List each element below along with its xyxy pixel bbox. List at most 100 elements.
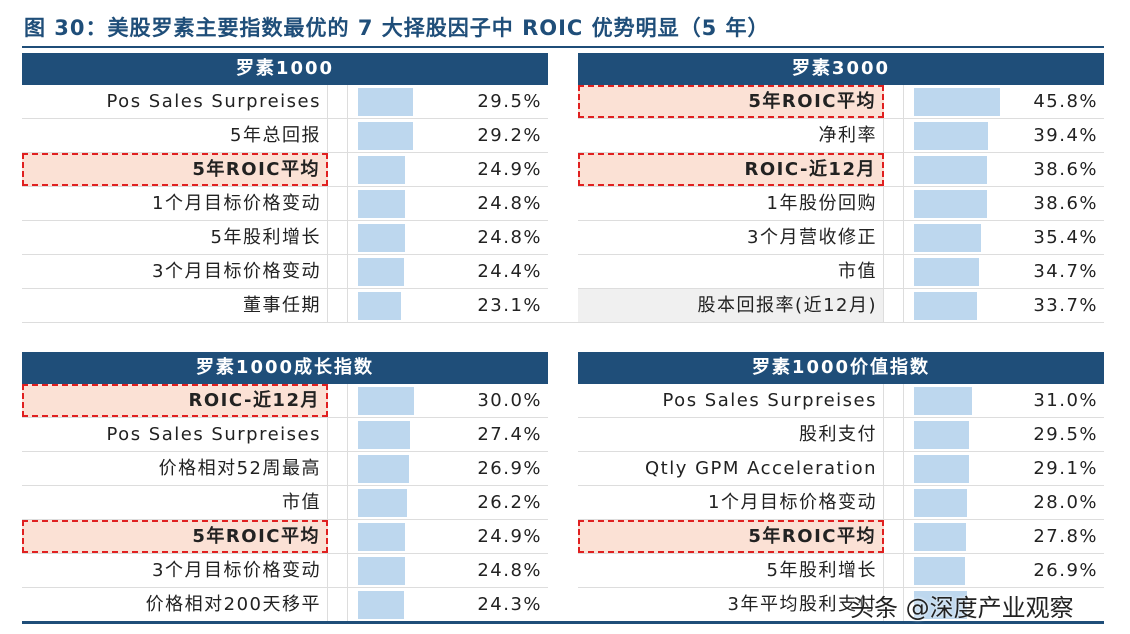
factor-label: 5年ROIC平均 [22,520,328,553]
table-row: Pos Sales Surpreises 31.0% [578,384,1104,418]
value-bar [914,224,981,252]
bottom-rule [22,621,1104,624]
table-row: 5年ROIC平均 24.9% [22,153,548,187]
table-row: 股本回报率(近12月) 33.7% [578,289,1104,323]
value-label: 23.1% [477,295,542,316]
table-row: 价格相对200天移平 24.3% [22,588,548,622]
table-row: 3个月营收修正 35.4% [578,221,1104,255]
factor-label: 市值 [22,486,328,519]
value-bar [358,190,405,218]
value-bar [914,523,967,551]
value-label: 38.6% [1033,193,1098,214]
table-row: 5年ROIC平均 45.8% [578,85,1104,119]
spacer-cell [884,418,904,451]
value-label: 35.4% [1033,227,1098,248]
spacer-cell [884,119,904,152]
value-label: 24.9% [477,159,542,180]
value-label: 27.8% [1033,526,1098,547]
value-label: 29.2% [477,125,542,146]
value-bar [914,292,978,320]
factor-label: 1个月目标价格变动 [22,187,328,220]
factor-label: 3个月营收修正 [578,221,884,254]
title-underline [22,46,1104,48]
value-label: 33.7% [1033,295,1098,316]
figure-title: 图 30：美股罗素主要指数最优的 7 大择股因子中 ROIC 优势明显（5 年） [24,16,770,40]
value-label: 24.3% [477,594,542,615]
spacer-cell [328,486,348,519]
value-bar [914,190,987,218]
table-row: 净利率 39.4% [578,119,1104,153]
table-row: Pos Sales Surpreises 27.4% [22,418,548,452]
spacer-cell [884,153,904,186]
value-label: 29.5% [477,91,542,112]
spacer-cell [328,153,348,186]
value-bar [358,156,405,184]
table-header: 罗素1000 [22,53,548,85]
spacer-cell [328,520,348,553]
table-header: 罗素1000成长指数 [22,352,548,384]
value-bar [358,557,405,585]
value-bar [914,421,970,449]
spacer-cell [884,554,904,587]
spacer-cell [884,588,904,621]
table-row: ROIC-近12月 38.6% [578,153,1104,187]
table-row: 1年股份回购 38.6% [578,187,1104,221]
value-label: 24.8% [477,193,542,214]
factor-table: 罗素1000成长指数 ROIC-近12月 30.0% Pos Sales Sur… [22,352,548,622]
factor-label: 3年平均股利支付 [578,588,884,621]
table-row: Qtly GPM Acceleration 29.1% [578,452,1104,486]
spacer-cell [328,452,348,485]
factor-label: 董事任期 [22,289,328,322]
factor-label: Pos Sales Surpreises [578,384,884,417]
factor-label: 价格相对200天移平 [22,588,328,621]
table-row: 1个月目标价格变动 28.0% [578,486,1104,520]
value-label: 29.1% [1033,458,1098,479]
factor-label: 股利支付 [578,418,884,451]
table-row: 价格相对52周最高 26.9% [22,452,548,486]
spacer-cell [884,187,904,220]
table-row: 3个月目标价格变动 24.8% [22,554,548,588]
value-bar [358,591,404,619]
value-label: 34.7% [1033,261,1098,282]
spacer-cell [328,418,348,451]
spacer-cell [328,554,348,587]
table-row: 董事任期 23.1% [22,289,548,323]
table-row: 5年股利增长 24.8% [22,221,548,255]
spacer-cell [328,289,348,322]
value-bar [358,292,402,320]
table-row: 市值 34.7% [578,255,1104,289]
table-row: 5年ROIC平均 24.9% [22,520,548,554]
spacer-cell [328,255,348,288]
watermark: 头条 @深度产业观察 [850,594,1074,622]
value-label: 38.6% [1033,159,1098,180]
spacer-cell [884,452,904,485]
value-bar [914,387,973,415]
value-label: 26.9% [1033,560,1098,581]
value-bar [914,489,967,517]
table-header: 罗素1000价值指数 [578,352,1104,384]
factor-label: 市值 [578,255,884,288]
value-label: 24.8% [477,227,542,248]
spacer-cell [328,384,348,417]
factor-label: 5年ROIC平均 [578,85,884,118]
table-row: Pos Sales Surpreises 29.5% [22,85,548,119]
value-bar [358,258,404,286]
factor-table: 罗素1000 Pos Sales Surpreises 29.5% 5年总回报 … [22,53,548,323]
value-label: 39.4% [1033,125,1098,146]
spacer-cell [884,221,904,254]
factor-label: 5年股利增长 [22,221,328,254]
value-label: 24.9% [477,526,542,547]
table-row: 5年总回报 29.2% [22,119,548,153]
value-bar [914,258,980,286]
spacer-cell [328,588,348,621]
value-bar [914,156,987,184]
value-bar [358,88,414,116]
table-row: ROIC-近12月 30.0% [22,384,548,418]
value-label: 45.8% [1033,91,1098,112]
spacer-cell [884,520,904,553]
value-bar [358,387,415,415]
value-label: 28.0% [1033,492,1098,513]
table-row: 5年ROIC平均 27.8% [578,520,1104,554]
value-bar [358,489,408,517]
factor-label: Pos Sales Surpreises [22,85,328,118]
